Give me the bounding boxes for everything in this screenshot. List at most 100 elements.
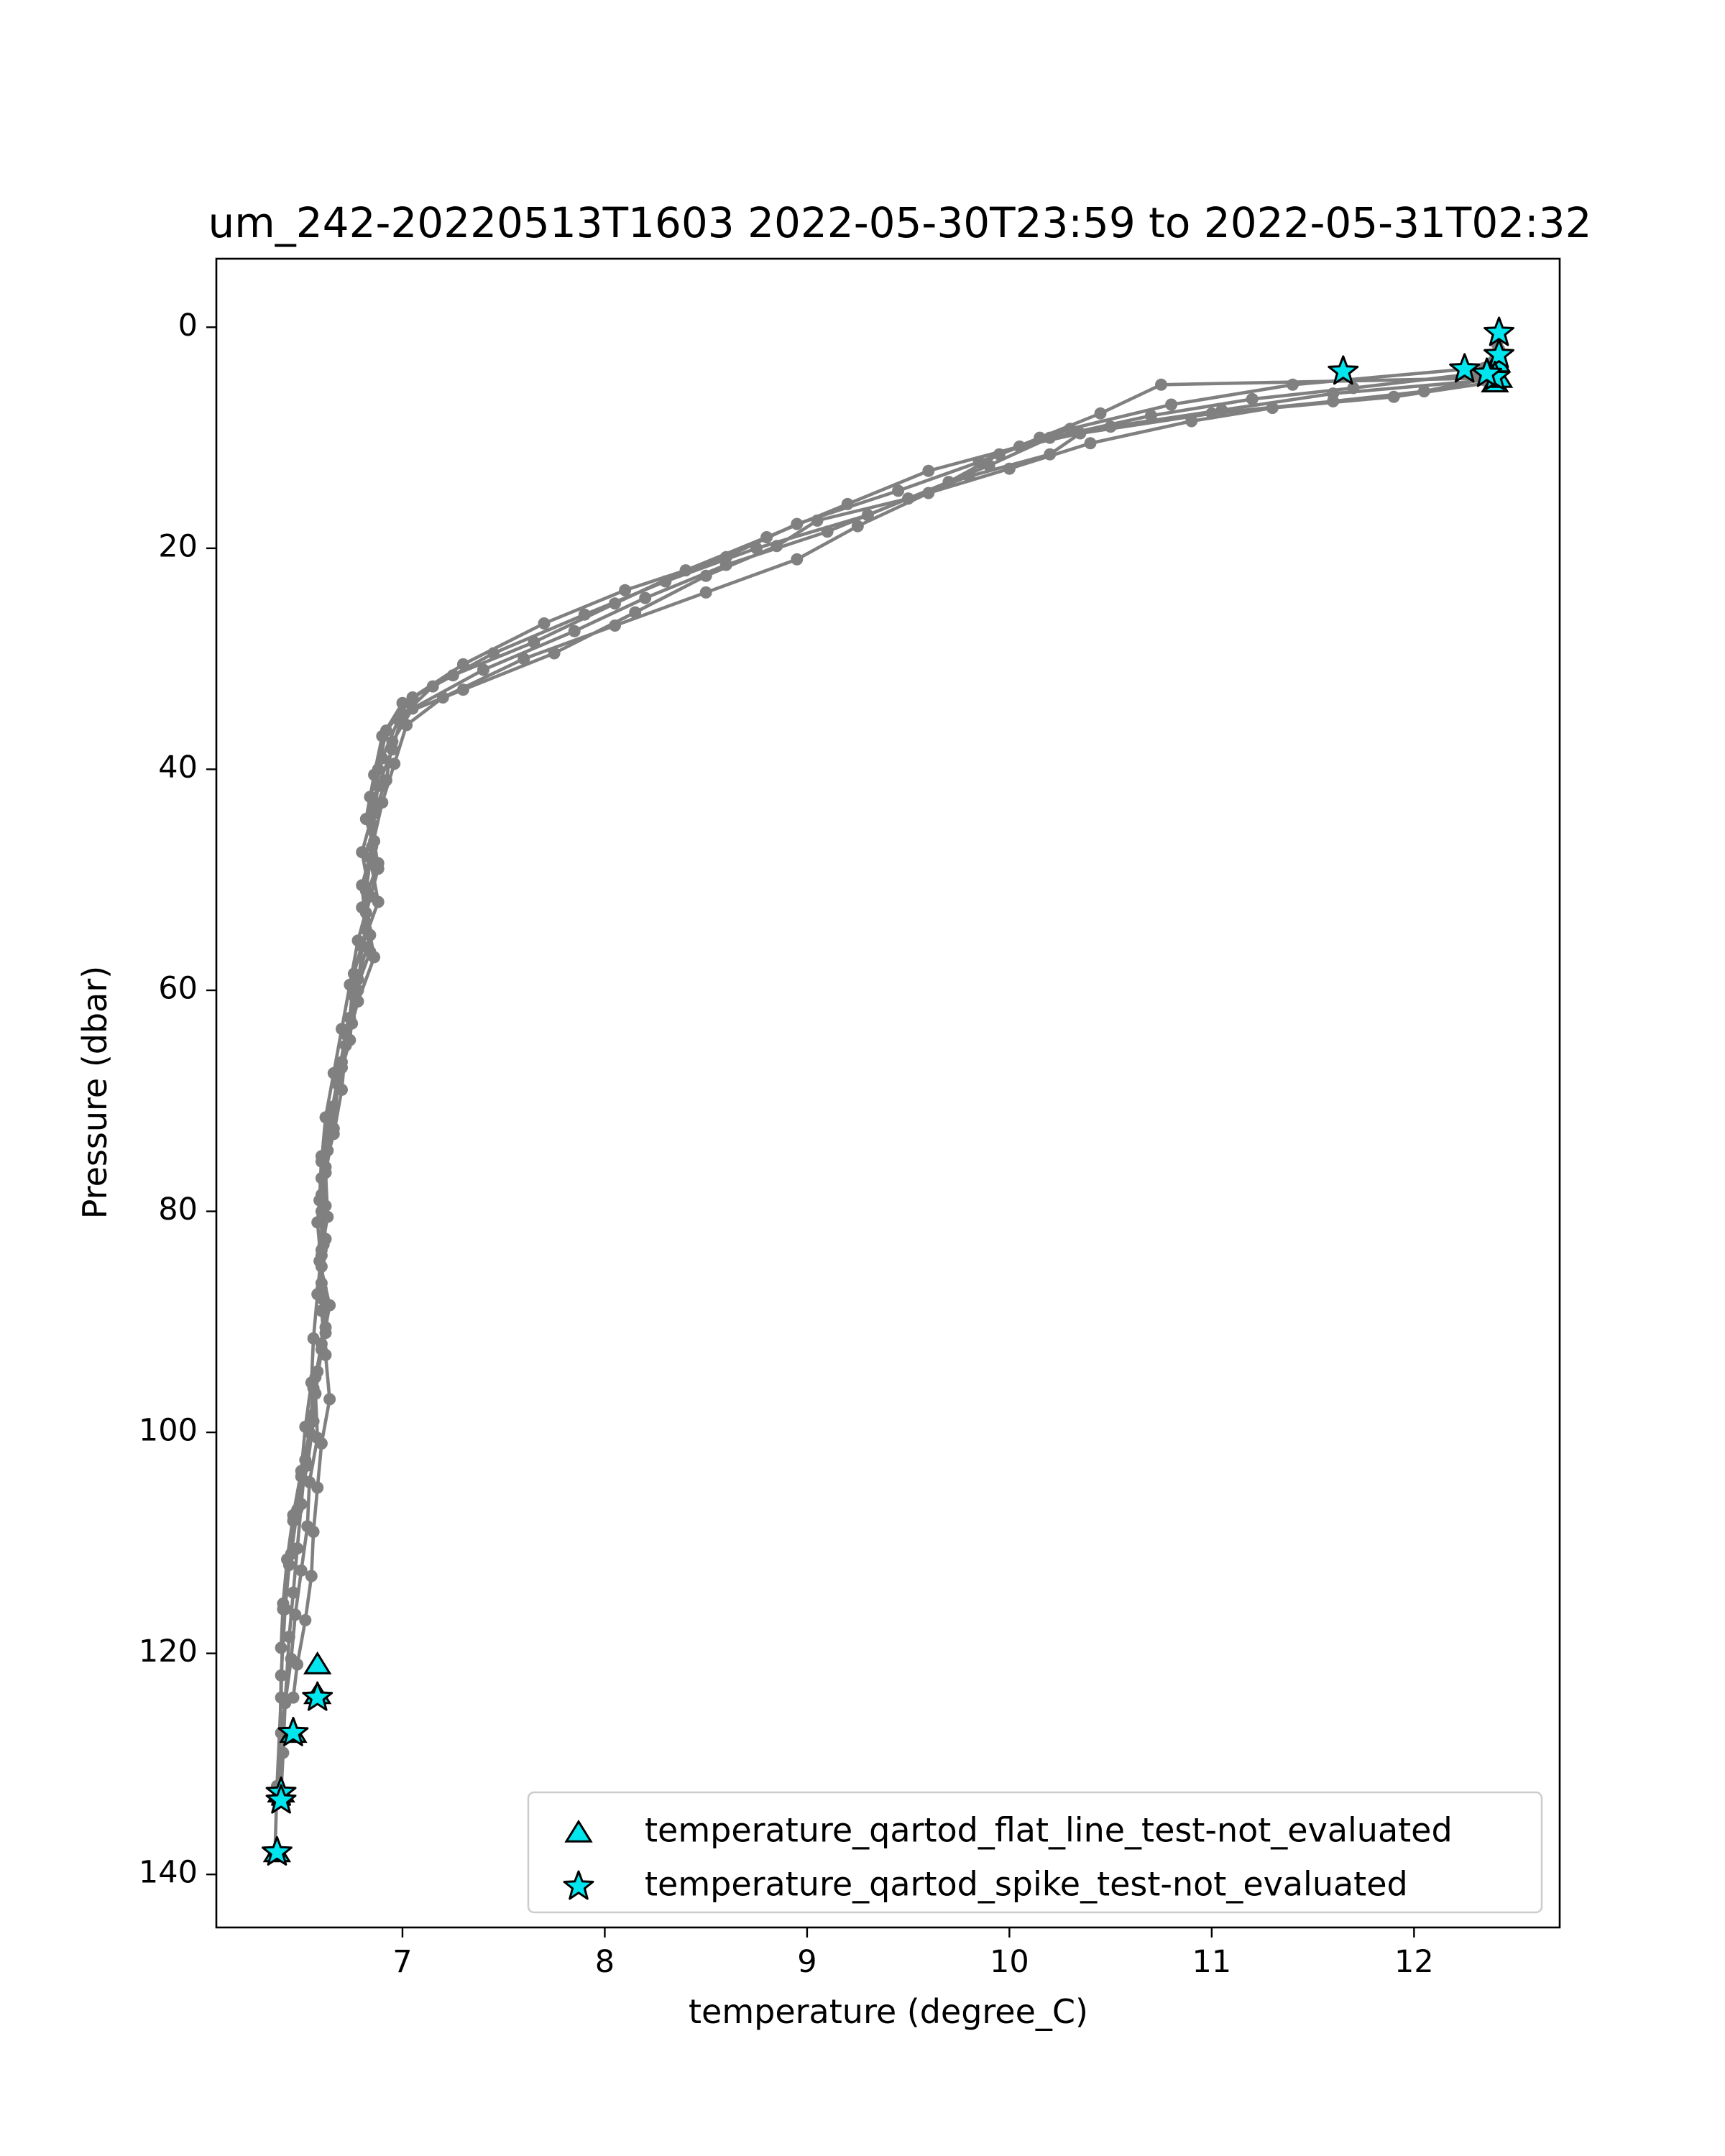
profile-point [307, 1332, 320, 1345]
y-tick-label: 120 [139, 1634, 198, 1669]
profile-line-1 [291, 332, 1501, 1698]
profile-point [477, 663, 489, 676]
profile-point [305, 1376, 318, 1389]
profile-point [299, 1420, 312, 1433]
profile-point [400, 719, 413, 732]
profile-point [406, 691, 419, 704]
x-tick-label: 12 [1394, 1944, 1434, 1980]
profile-point [1144, 409, 1157, 422]
profile-point [305, 1570, 318, 1583]
profile-line-2 [279, 354, 1499, 1733]
spike-flag-marker [265, 1784, 297, 1814]
profile-point [319, 1327, 332, 1340]
profile-point [299, 1614, 312, 1626]
x-axis-ticks: 7 8 9 10 11 12 [392, 1927, 1434, 1980]
spike-flag-marker [302, 1681, 334, 1711]
y-tick-label: 60 [158, 970, 198, 1006]
profile-point [892, 484, 905, 497]
legend-label-flat-line: temperature_qartod_flat_line_test-not_ev… [645, 1811, 1453, 1850]
profile-point [578, 608, 591, 621]
profile-point [1266, 402, 1279, 415]
x-tick-label: 10 [990, 1944, 1029, 1980]
x-tick-label: 11 [1192, 1944, 1232, 1980]
profile-point [1246, 392, 1259, 405]
profile-point [301, 1520, 314, 1533]
spike-flag-marker [1449, 353, 1481, 383]
spike-flag-marker [1471, 357, 1503, 387]
profile-point [368, 801, 381, 814]
profile-point [346, 1017, 359, 1030]
profile-point [366, 840, 379, 853]
profile-point [388, 757, 401, 770]
legend-star-marker [563, 1870, 594, 1900]
profile-point [1094, 407, 1107, 420]
profile-point [1155, 378, 1167, 391]
profile-point [275, 1691, 288, 1704]
x-tick-label: 9 [797, 1944, 816, 1980]
spike-flag-marker [1484, 338, 1514, 369]
profile-point [386, 735, 399, 748]
y-tick-label: 80 [158, 1192, 198, 1227]
y-tick-label: 100 [139, 1413, 198, 1449]
profile-point [972, 456, 985, 469]
profile-line-6 [279, 370, 1496, 1649]
profile-point [922, 464, 935, 477]
profile-point [364, 791, 377, 803]
profile-point [406, 702, 419, 715]
profile-point [356, 846, 369, 859]
profile-point [364, 890, 377, 903]
profile-point [287, 1586, 300, 1599]
legend-star-icon [563, 1870, 594, 1900]
profile-point [277, 1597, 290, 1610]
x-tick-label: 8 [595, 1944, 615, 1980]
chart-title: um_242-20220513T1603 2022-05-30T23:59 to… [208, 198, 1592, 247]
legend-label-spike: temperature_qartod_spike_test-not_evalua… [645, 1865, 1408, 1904]
legend-box [527, 1791, 1543, 1914]
y-tick-label: 20 [158, 528, 198, 564]
profile-point [619, 584, 632, 596]
profile-point [319, 1111, 332, 1124]
profile-point [351, 934, 364, 947]
profile-point [364, 929, 377, 941]
x-axis-label: temperature (degree_C) [689, 1992, 1088, 2031]
profile-point [336, 1023, 348, 1036]
y-tick-label: 140 [139, 1855, 198, 1891]
profile-point [1347, 382, 1360, 395]
profile-point [380, 724, 392, 737]
profile-point [319, 1199, 332, 1212]
profile-point [791, 517, 804, 530]
profile-point [1084, 437, 1097, 450]
profile-point [315, 1155, 328, 1168]
flat-line-flag-marker [303, 1651, 332, 1674]
legend-triangle-marker [564, 1819, 593, 1843]
legend-triangle-icon [564, 1819, 593, 1843]
profile-point [518, 653, 530, 665]
spike-flag-marker [277, 1716, 309, 1746]
profile-point [295, 1465, 308, 1478]
profile-point [327, 1067, 340, 1079]
profile-point [275, 1641, 288, 1654]
profile-point [436, 691, 449, 704]
profile-point [922, 487, 935, 499]
legend: temperature_qartod_flat_line_test-not_ev… [527, 1791, 1543, 1914]
profile-point [323, 1393, 336, 1406]
profile-point [699, 586, 712, 599]
profile-point [1185, 415, 1198, 428]
profile-point [851, 520, 864, 533]
y-axis-ticks: 0 20 40 60 80 100 120 140 [139, 308, 216, 1891]
profile-point [1165, 398, 1178, 411]
spike-flag-marker [1328, 355, 1359, 385]
profile-point [1387, 390, 1400, 403]
profile-point [311, 1288, 324, 1301]
y-tick-label: 0 [178, 308, 198, 344]
y-axis-label: Pressure (dbar) [75, 966, 114, 1219]
y-tick-label: 40 [158, 750, 198, 786]
plot-area [262, 316, 1514, 1866]
profile-point [639, 591, 652, 604]
profile-point [609, 619, 621, 632]
spike-flag-marker [262, 1835, 293, 1866]
profile-point [282, 1631, 295, 1644]
profile-point [1003, 462, 1016, 475]
profile-line-4 [277, 348, 1501, 1801]
